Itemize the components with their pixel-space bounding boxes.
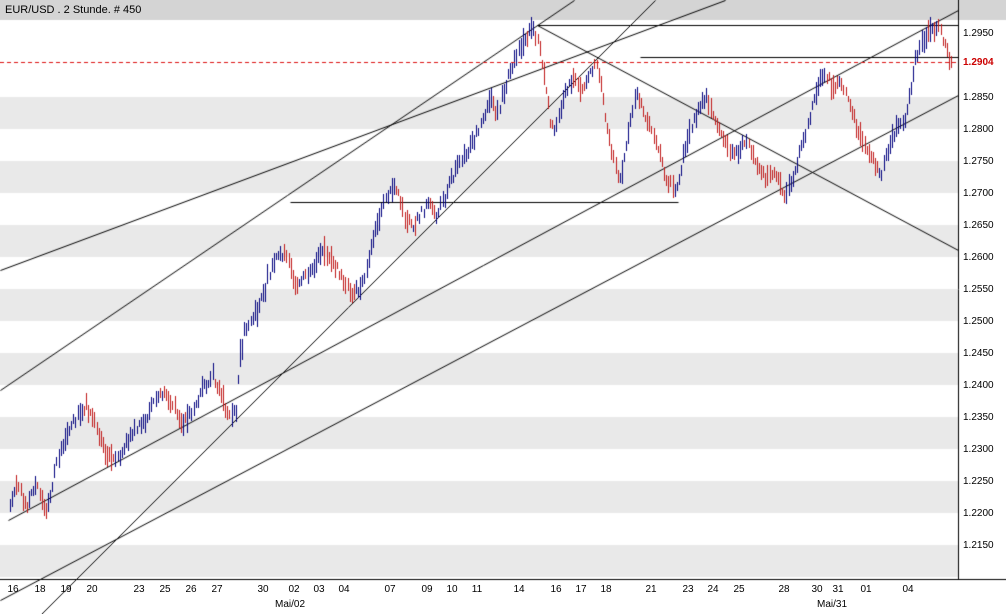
price-axis-label: 1.2350: [963, 412, 994, 423]
month-axis-label: Mai/31: [816, 599, 848, 610]
date-axis-label: 30: [811, 584, 823, 595]
month-axis-label: Mai/02: [274, 599, 306, 610]
date-axis-label: 26: [185, 584, 197, 595]
price-axis-label: 1.2500: [963, 316, 994, 327]
date-axis-label: 25: [733, 584, 745, 595]
date-axis-label: 18: [600, 584, 612, 595]
date-axis-label: 10: [446, 584, 458, 595]
date-axis-label: 16: [7, 584, 19, 595]
date-axis-label: 04: [902, 584, 914, 595]
price-axis-label: 1.2250: [963, 476, 994, 487]
date-axis-label: 31: [832, 584, 844, 595]
date-axis-label: 30: [257, 584, 269, 595]
chart-title: EUR/USD . 2 Stunde. # 450: [5, 4, 142, 16]
current-price-label: 1.2904: [963, 57, 994, 68]
price-axis-label: 1.2650: [963, 220, 994, 231]
price-axis-label: 1.2400: [963, 380, 994, 391]
date-axis-label: 23: [682, 584, 694, 595]
date-axis-label: 11: [471, 584, 483, 595]
price-axis-label: 1.2150: [963, 540, 994, 551]
price-axis-label: 1.2750: [963, 156, 994, 167]
date-axis-label: 16: [550, 584, 562, 595]
price-axis-label: 1.2200: [963, 508, 994, 519]
price-axis-label: 1.2600: [963, 252, 994, 263]
date-axis-label: 09: [421, 584, 433, 595]
date-axis-label: 14: [513, 584, 525, 595]
date-axis-label: 17: [575, 584, 587, 595]
price-axis-label: 1.2550: [963, 284, 994, 295]
price-axis-label: 1.2700: [963, 188, 994, 199]
date-axis-label: 21: [645, 584, 657, 595]
date-axis-label: 07: [384, 584, 396, 595]
date-axis-label: 24: [707, 584, 719, 595]
date-axis-label: 27: [211, 584, 223, 595]
date-axis-label: 03: [313, 584, 325, 595]
price-axis-label: 1.2950: [963, 28, 994, 39]
date-axis-label: 19: [60, 584, 72, 595]
price-axis-label: 1.2850: [963, 92, 994, 103]
price-axis-label: 1.2800: [963, 124, 994, 135]
date-axis-label: 23: [133, 584, 145, 595]
price-axis-label: 1.2450: [963, 348, 994, 359]
price-axis-label: 1.2300: [963, 444, 994, 455]
date-axis-label: 02: [288, 584, 300, 595]
date-axis-label: 18: [34, 584, 46, 595]
date-axis-label: 28: [778, 584, 790, 595]
date-axis-label: 20: [86, 584, 98, 595]
date-axis-label: 04: [338, 584, 350, 595]
date-axis-label: 25: [159, 584, 171, 595]
date-axis-label: 01: [860, 584, 872, 595]
